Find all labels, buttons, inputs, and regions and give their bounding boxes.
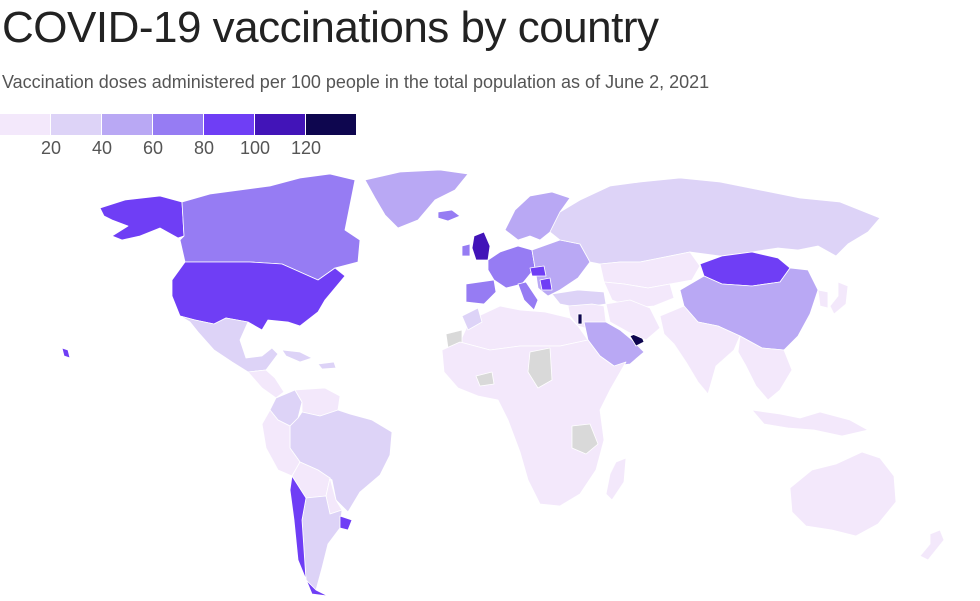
country-iran[interactable]: [605, 299, 661, 341]
country-ireland[interactable]: [461, 243, 471, 257]
country-hawaii[interactable]: [61, 347, 71, 359]
country-southeast-asia[interactable]: [737, 335, 793, 401]
country-uruguay[interactable]: [339, 515, 353, 531]
legend-label-80: 80: [193, 138, 215, 158]
country-australia[interactable]: [789, 451, 897, 537]
country-madagascar[interactable]: [605, 457, 627, 501]
legend-swatch-2: [102, 114, 152, 135]
legend-swatches: [0, 114, 357, 135]
legend-swatch-3: [153, 114, 203, 135]
country-serbia[interactable]: [539, 277, 553, 291]
country-western-europe[interactable]: [487, 245, 536, 289]
country-morocco[interactable]: [461, 307, 483, 331]
legend-swatch-0: [0, 114, 50, 135]
country-russia[interactable]: [549, 177, 881, 265]
country-new-zealand[interactable]: [919, 529, 945, 561]
country-spain[interactable]: [465, 279, 497, 305]
world-map-svg: [61, 169, 945, 597]
country-korea[interactable]: [817, 289, 829, 309]
world-map: [0, 160, 980, 601]
country-tanzania[interactable]: [571, 423, 599, 455]
country-chile[interactable]: [289, 475, 329, 597]
country-caribbean[interactable]: [281, 349, 337, 370]
country-indonesia[interactable]: [751, 409, 869, 437]
color-legend: 20 40 60 80 100 120: [0, 114, 360, 164]
chart-subtitle: Vaccination doses administered per 100 p…: [2, 72, 710, 92]
country-japan[interactable]: [829, 281, 849, 315]
country-hungary[interactable]: [529, 265, 547, 277]
country-italy[interactable]: [517, 281, 539, 311]
legend-label-120: 120: [290, 138, 322, 158]
country-burkina-faso[interactable]: [475, 371, 495, 387]
country-central-america[interactable]: [247, 369, 285, 399]
legend-label-20: 20: [40, 138, 62, 158]
legend-labels: 20 40 60 80 100 120: [0, 136, 360, 160]
country-india[interactable]: [659, 305, 741, 395]
country-united-kingdom[interactable]: [471, 231, 491, 261]
country-greenland[interactable]: [364, 169, 469, 229]
country-iceland[interactable]: [437, 209, 461, 222]
country-mexico[interactable]: [179, 315, 279, 373]
chart-title: COVID-19 vaccinations by country: [2, 3, 659, 52]
legend-swatch-4: [204, 114, 254, 135]
legend-swatch-1: [51, 114, 101, 135]
legend-label-60: 60: [142, 138, 164, 158]
legend-swatch-5: [255, 114, 305, 135]
legend-label-100: 100: [239, 138, 271, 158]
legend-swatch-6: [306, 114, 356, 135]
legend-label-40: 40: [91, 138, 113, 158]
country-israel[interactable]: [577, 313, 583, 325]
country-chad[interactable]: [527, 347, 553, 389]
country-alaska[interactable]: [99, 195, 185, 241]
